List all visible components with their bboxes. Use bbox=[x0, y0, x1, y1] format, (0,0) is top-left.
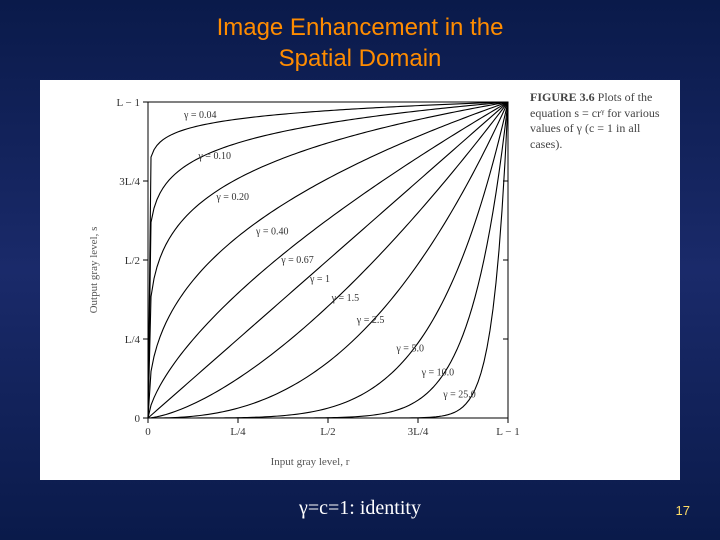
svg-text:γ = 10.0: γ = 10.0 bbox=[421, 367, 455, 378]
plot-container: 00 L/4 L/4 L/2 L/2 3L/4 3L/4 L − 1 L − 1 γ = 0.04… bbox=[100, 90, 520, 450]
svg-text:γ = 0.20: γ = 0.20 bbox=[215, 192, 249, 203]
svg-text:L − 1: L − 1 bbox=[496, 426, 520, 438]
svg-text:γ = 1.5: γ = 1.5 bbox=[331, 293, 360, 304]
svg-text:L/4: L/4 bbox=[125, 334, 141, 346]
svg-text:γ = 0.67: γ = 0.67 bbox=[280, 255, 314, 266]
page-number: 17 bbox=[676, 503, 690, 518]
title-line1: Image Enhancement in the bbox=[217, 14, 504, 41]
svg-text:γ = 1: γ = 1 bbox=[309, 274, 330, 285]
identity-note: γ=c=1: identity bbox=[299, 497, 421, 520]
svg-text:γ = 0.10: γ = 0.10 bbox=[197, 151, 231, 162]
figure-panel: 00 L/4 L/4 L/2 L/2 3L/4 3L/4 L − 1 L − 1 γ = 0.04… bbox=[40, 80, 680, 480]
svg-text:0: 0 bbox=[135, 413, 141, 425]
svg-text:γ = 2.5: γ = 2.5 bbox=[356, 315, 385, 326]
caption-title: FIGURE 3.6 bbox=[530, 90, 595, 104]
svg-text:3L/4: 3L/4 bbox=[119, 176, 140, 188]
svg-text:L − 1: L − 1 bbox=[116, 97, 140, 109]
svg-text:L/4: L/4 bbox=[230, 426, 246, 438]
svg-text:γ = 0.04: γ = 0.04 bbox=[183, 110, 217, 121]
y-axis-label: Output gray level, s bbox=[88, 227, 100, 314]
power-law-plot: 00 L/4 L/4 L/2 L/2 3L/4 3L/4 L − 1 L − 1 γ = 0.04… bbox=[100, 90, 520, 450]
figure-caption: FIGURE 3.6 Plots of the equation s = crᵞ… bbox=[530, 90, 670, 152]
svg-text:γ = 25.0: γ = 25.0 bbox=[442, 389, 476, 400]
svg-text:γ = 5.0: γ = 5.0 bbox=[395, 344, 424, 355]
svg-text:L/2: L/2 bbox=[125, 255, 140, 267]
svg-text:3L/4: 3L/4 bbox=[408, 426, 429, 438]
x-axis-label: Input gray level, r bbox=[271, 456, 350, 468]
title-line2: Spatial Domain bbox=[279, 45, 442, 72]
svg-text:L/2: L/2 bbox=[320, 426, 335, 438]
slide-title: Image Enhancement in the Spatial Domain bbox=[0, 0, 720, 74]
svg-text:0: 0 bbox=[145, 426, 151, 438]
svg-text:γ = 0.40: γ = 0.40 bbox=[255, 227, 289, 238]
